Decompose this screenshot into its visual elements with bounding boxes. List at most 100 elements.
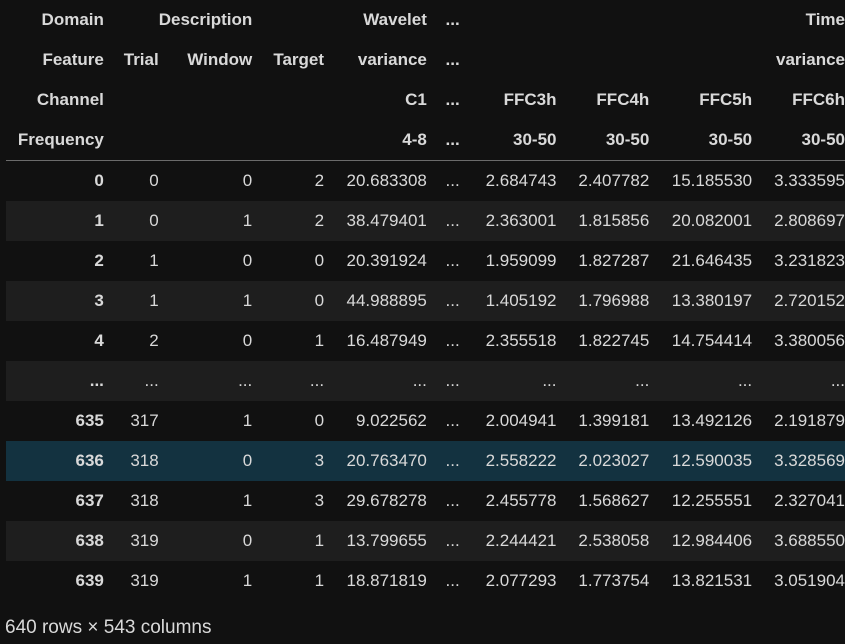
row-index: 639 (75, 571, 104, 590)
table-cell: 3.688550 (774, 531, 845, 550)
table-cell: ... (445, 571, 460, 590)
row-index: 2 (94, 251, 104, 270)
table-cell: 2 (314, 211, 325, 230)
table-cell: 2.455778 (485, 491, 557, 510)
table-cell: ... (445, 171, 460, 190)
table-cell: 2.023027 (578, 451, 650, 470)
table-row[interactable]: .............................. (6, 361, 845, 401)
column-header: variance (776, 50, 845, 69)
table-cell: 9.022562 (355, 411, 427, 430)
table-cell: ... (737, 371, 753, 390)
table-cell: 14.754414 (671, 331, 753, 350)
table-cell: 20.763470 (346, 451, 427, 470)
column-header: 30-50 (556, 120, 650, 161)
table-row[interactable]: 636 318 0 3 20.763470... 2.558222 2.023027 12.5… (6, 441, 845, 481)
table-cell: 319 (130, 571, 159, 590)
table-row[interactable]: 3 1 1 0 44.988895... 1.405192 1.796988 13.38019… (6, 281, 845, 321)
table-cell: 0 (314, 411, 325, 430)
table-cell: 1.796988 (578, 291, 650, 310)
table-row[interactable]: 1 0 1 2 38.479401... 2.363001 1.815856 20.08200… (6, 201, 845, 241)
table-cell: 1 (149, 251, 159, 270)
header-level-label: Channel (36, 90, 104, 109)
column-header: ... (445, 90, 460, 109)
table-cell: 13.799655 (346, 531, 427, 550)
column-header: 30-50 (752, 120, 845, 161)
row-index: 4 (94, 331, 104, 350)
column-header (159, 80, 253, 120)
column-header (649, 40, 752, 80)
table-row[interactable]: 635 317 1 0 9.022562... 2.004941 1.399181 13.49… (6, 401, 845, 441)
column-header: Target (273, 50, 325, 69)
column-header: ... (445, 10, 460, 29)
table-cell: ... (445, 211, 460, 230)
table-header: Domain Description Wavelet... Time Feature Tr… (6, 0, 845, 161)
table-cell: ... (309, 371, 325, 390)
column-header (158, 120, 253, 161)
table-cell: 318 (130, 491, 159, 510)
table-row[interactable]: 0 0 0 2 20.683308... 2.684743 2.407782 15.18553… (6, 160, 845, 201)
table-cell: 1.405192 (485, 291, 557, 310)
table-cell: 20.082001 (671, 211, 753, 230)
row-index: 637 (75, 491, 104, 510)
table-cell: 318 (130, 451, 159, 470)
table-cell: 13.821531 (671, 571, 753, 590)
table-cell: ... (445, 331, 460, 350)
row-index: 3 (94, 291, 104, 310)
table-cell: ... (238, 371, 253, 390)
table-cell: 1 (242, 491, 253, 510)
table-cell: 1.773754 (578, 571, 650, 590)
table-cell: 44.988895 (346, 291, 427, 310)
table-cell: 0 (149, 211, 159, 230)
table-cell: 1.827287 (578, 251, 650, 270)
table-cell: ... (412, 371, 427, 390)
table-cell: 1.399181 (578, 411, 650, 430)
column-header (460, 0, 557, 40)
table-cell: 2.244421 (485, 531, 557, 550)
table-cell: 1 (242, 211, 253, 230)
table-row[interactable]: 638 319 0 1 13.799655... 2.244421 2.538058 12.9… (6, 521, 845, 561)
table-row[interactable]: 4 2 0 1 16.487949... 2.355518 1.822745 14.75441… (6, 321, 845, 361)
table-cell: 3.328569 (774, 451, 845, 470)
dataframe-table: Domain Description Wavelet... Time Feature Tr… (6, 0, 845, 601)
row-index: 0 (94, 171, 104, 190)
table-cell: 16.487949 (346, 331, 427, 350)
table-cell: ... (445, 251, 460, 270)
column-header: C1 (405, 90, 427, 109)
table-cell: 1.568627 (578, 491, 650, 510)
table-cell: ... (635, 371, 650, 390)
table-row[interactable]: 2 1 0 0 20.391924... 1.959099 1.827287 21.64643… (6, 241, 845, 281)
table-cell: 1 (242, 571, 253, 590)
header-level-label: Frequency (6, 120, 104, 161)
table-cell: 317 (130, 411, 159, 430)
column-header: variance (357, 50, 427, 69)
table-shape-caption: 640 rows × 543 columns (5, 617, 212, 638)
table-cell: ... (445, 291, 460, 310)
table-cell: 2.808697 (774, 211, 845, 230)
table-cell: 38.479401 (346, 211, 427, 230)
column-header (252, 80, 324, 120)
table-cell: 0 (242, 331, 253, 350)
table-cell: 2 (149, 331, 159, 350)
column-header: FFC6h (792, 90, 845, 109)
table-cell: 13.380197 (671, 291, 753, 310)
table-cell: 2.363001 (485, 211, 557, 230)
table-cell: ... (445, 531, 460, 550)
table-cell: 3 (314, 491, 325, 510)
table-cell: ... (445, 411, 460, 430)
table-cell: 1.815856 (578, 211, 650, 230)
table-cell: 3.051904 (774, 571, 845, 590)
column-header: Wavelet (363, 10, 427, 29)
table-cell: ... (445, 491, 460, 510)
table-row[interactable]: 637 318 1 3 29.678278... 2.455778 1.568627 12.2… (6, 481, 845, 521)
header-level-label: Feature (42, 50, 104, 69)
table-cell: 2.538058 (578, 531, 650, 550)
table-cell: ... (542, 371, 557, 390)
table-cell: 1 (314, 531, 325, 550)
table-row[interactable]: 639 319 1 1 18.871819... 2.077293 1.773754 13.8… (6, 561, 845, 601)
row-index: 1 (94, 211, 104, 230)
table-cell: 1 (314, 331, 325, 350)
table-cell: 3 (314, 451, 325, 470)
table-cell: 2.407782 (578, 171, 650, 190)
column-header: FFC5h (699, 90, 753, 109)
